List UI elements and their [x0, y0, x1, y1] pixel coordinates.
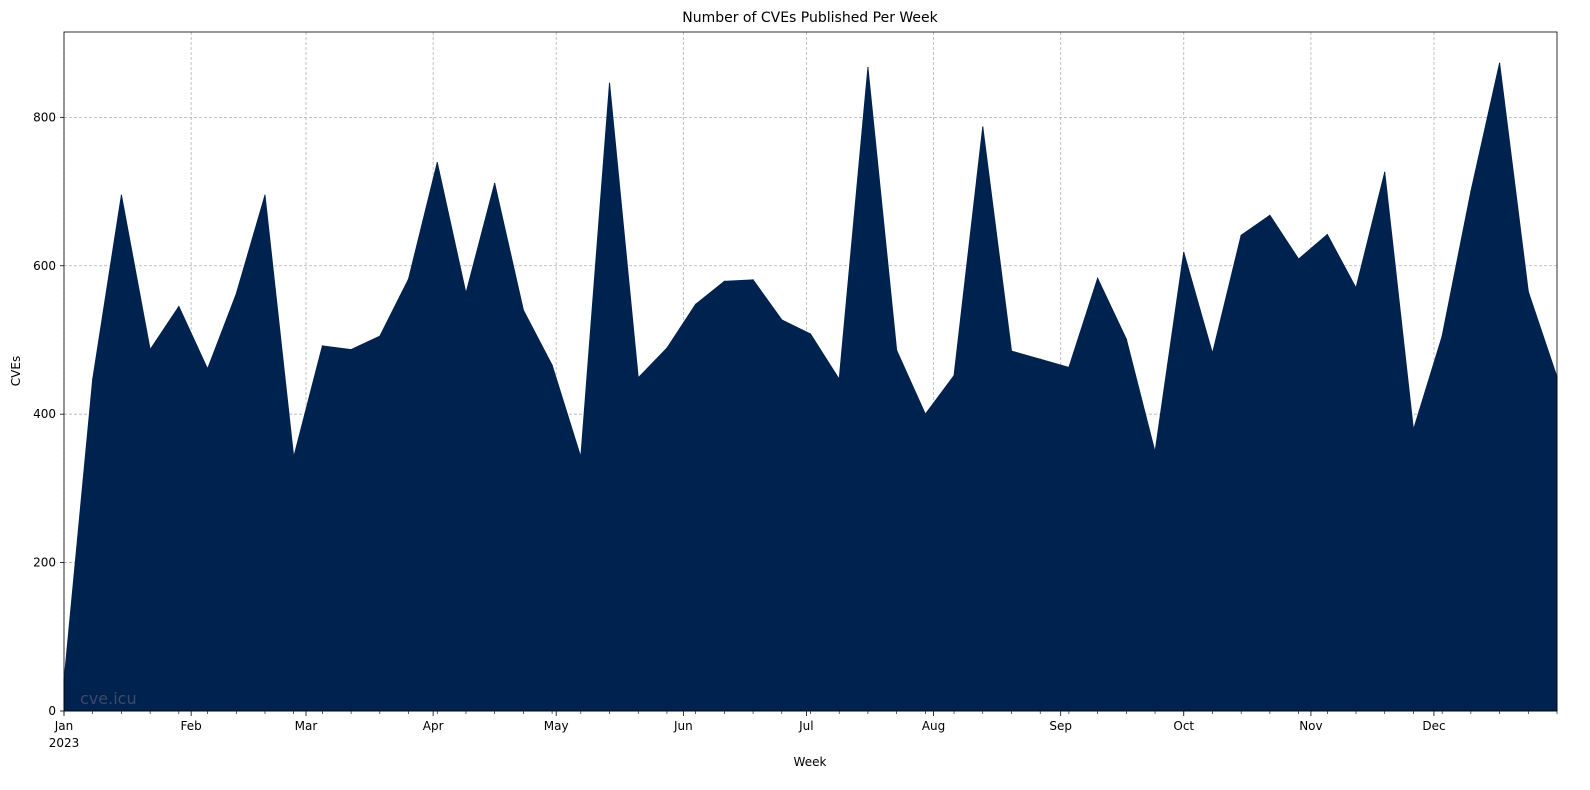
- data-point: [379, 335, 381, 337]
- data-point: [1355, 287, 1357, 289]
- y-axis-label: CVEs: [9, 356, 23, 386]
- data-point: [522, 309, 524, 311]
- data-point: [149, 349, 151, 351]
- data-point: [1470, 190, 1472, 193]
- data-point: [781, 319, 783, 321]
- data-point: [723, 280, 725, 282]
- data-point: [178, 305, 180, 308]
- x-tick-label: Jun: [673, 719, 693, 733]
- data-point: [608, 82, 611, 84]
- data-point: [494, 182, 496, 184]
- data-point: [293, 456, 295, 458]
- data-point: [1298, 258, 1300, 260]
- data-point: [953, 374, 955, 377]
- x-tick-label: Feb: [181, 719, 202, 733]
- data-point: [206, 368, 209, 370]
- data-point: [1154, 451, 1156, 453]
- y-tick-label: 800: [33, 110, 56, 124]
- data-point: [92, 378, 94, 380]
- data-point: [809, 333, 812, 335]
- plot-frame: [63, 31, 1558, 712]
- data-point: [1010, 350, 1013, 352]
- data-point: [752, 279, 754, 281]
- data-point: [695, 303, 697, 305]
- data-point: [637, 377, 639, 379]
- data-point: [666, 347, 668, 349]
- data-point: [1097, 277, 1099, 279]
- data-point: [436, 162, 438, 164]
- y-axis-ticks: 0 200 400 600 800: [33, 110, 64, 718]
- data-point: [1039, 358, 1041, 360]
- data-point: [1384, 171, 1386, 173]
- data-point: [350, 349, 352, 351]
- data-point: [465, 292, 467, 294]
- data-point: [896, 349, 898, 351]
- x-tick-label: Apr: [423, 719, 444, 733]
- x-tick-label: Jan: [54, 719, 74, 733]
- data-point: [235, 293, 237, 295]
- x-tick-label: Mar: [295, 719, 318, 733]
- watermark: cve.icu: [80, 689, 137, 708]
- x-tick-label: Aug: [922, 719, 945, 733]
- plot-area: [63, 62, 1558, 712]
- data-point: [1269, 214, 1271, 216]
- data-point: [580, 456, 582, 458]
- data-point: [867, 67, 869, 69]
- y-tick-label: 400: [33, 407, 56, 421]
- data-point: [1498, 62, 1501, 64]
- data-point: [982, 126, 984, 128]
- cve-area-series: [63, 63, 1558, 712]
- y-tick-label: 600: [33, 259, 56, 273]
- data-point: [551, 364, 553, 366]
- data-point: [838, 378, 840, 380]
- data-point: [264, 194, 266, 196]
- x-tick-label: Jul: [798, 719, 813, 733]
- x-axis-ticks: Jan 2023 Feb Mar Apr May Jun Jul Aug Sep Oct Nov Dec: [49, 711, 1558, 750]
- x-axis-label: Week: [794, 755, 827, 769]
- data-point: [120, 194, 123, 196]
- chart-title: Number of CVEs Published Per Week: [682, 10, 938, 26]
- data-point: [1441, 335, 1443, 337]
- x-tick-year-label: 2023: [49, 736, 80, 750]
- x-tick-label: Nov: [1299, 719, 1322, 733]
- x-tick-label: Sep: [1049, 719, 1072, 733]
- x-tick-label: Dec: [1422, 719, 1445, 733]
- data-point: [1125, 338, 1127, 340]
- data-point: [1527, 291, 1529, 293]
- data-point: [1326, 233, 1328, 236]
- data-point: [1068, 366, 1070, 369]
- x-tick-label: Oct: [1173, 719, 1194, 733]
- data-point: [1183, 251, 1185, 253]
- data-point: [1240, 234, 1242, 236]
- y-tick-label: 0: [48, 704, 56, 718]
- data-point: [924, 413, 926, 415]
- data-point: [1211, 352, 1214, 354]
- data-point: [321, 345, 323, 347]
- y-tick-label: 200: [33, 556, 56, 570]
- data-point: [407, 278, 410, 280]
- data-point: [1412, 429, 1415, 431]
- x-tick-label: May: [544, 719, 569, 733]
